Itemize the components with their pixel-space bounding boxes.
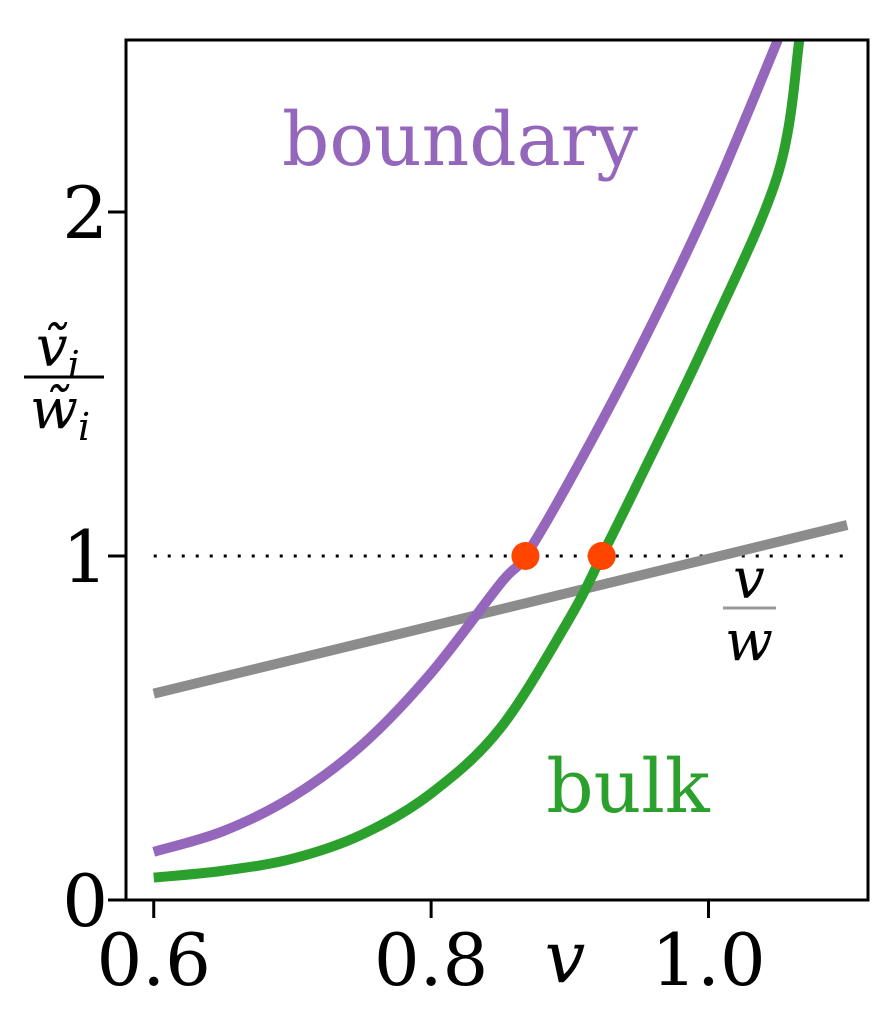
intersection-point-2 bbox=[587, 542, 616, 570]
boundary-label: boundary bbox=[282, 97, 638, 183]
ratio-numerator: v bbox=[733, 547, 765, 612]
ratio-label: v w bbox=[723, 547, 776, 674]
series-line-boundary bbox=[152, 40, 783, 857]
x-tick-label: 0.6 bbox=[96, 918, 211, 1002]
y-tick-label: 2 bbox=[62, 171, 108, 255]
ratio-denominator: w bbox=[725, 609, 773, 674]
svg-text:w̃i: w̃i bbox=[30, 377, 90, 449]
bulk-label: bulk bbox=[546, 744, 711, 830]
series-layer bbox=[152, 40, 849, 883]
y-axis-label: ṽi w̃i bbox=[24, 315, 104, 449]
series-line-ratio bbox=[152, 520, 849, 699]
series-line-bulk bbox=[153, 40, 805, 883]
y-tick-label: 1 bbox=[62, 515, 108, 599]
y-label-numerator: ṽ bbox=[36, 315, 68, 380]
x-axis-label: v bbox=[545, 915, 586, 999]
y-label-denominator: w̃ bbox=[30, 377, 78, 442]
plot-frame bbox=[124, 38, 870, 902]
intersection-markers bbox=[511, 542, 616, 570]
axis-ticks: 0.6 0.8 1.0 0 1 2 bbox=[62, 171, 766, 1002]
x-tick-label: 0.8 bbox=[374, 918, 489, 1002]
y-label-denominator-sub: i bbox=[78, 405, 90, 449]
x-tick-label: 1.0 bbox=[651, 918, 766, 1002]
y-tick-label: 0 bbox=[62, 859, 108, 943]
intersection-point-1 bbox=[511, 542, 540, 570]
